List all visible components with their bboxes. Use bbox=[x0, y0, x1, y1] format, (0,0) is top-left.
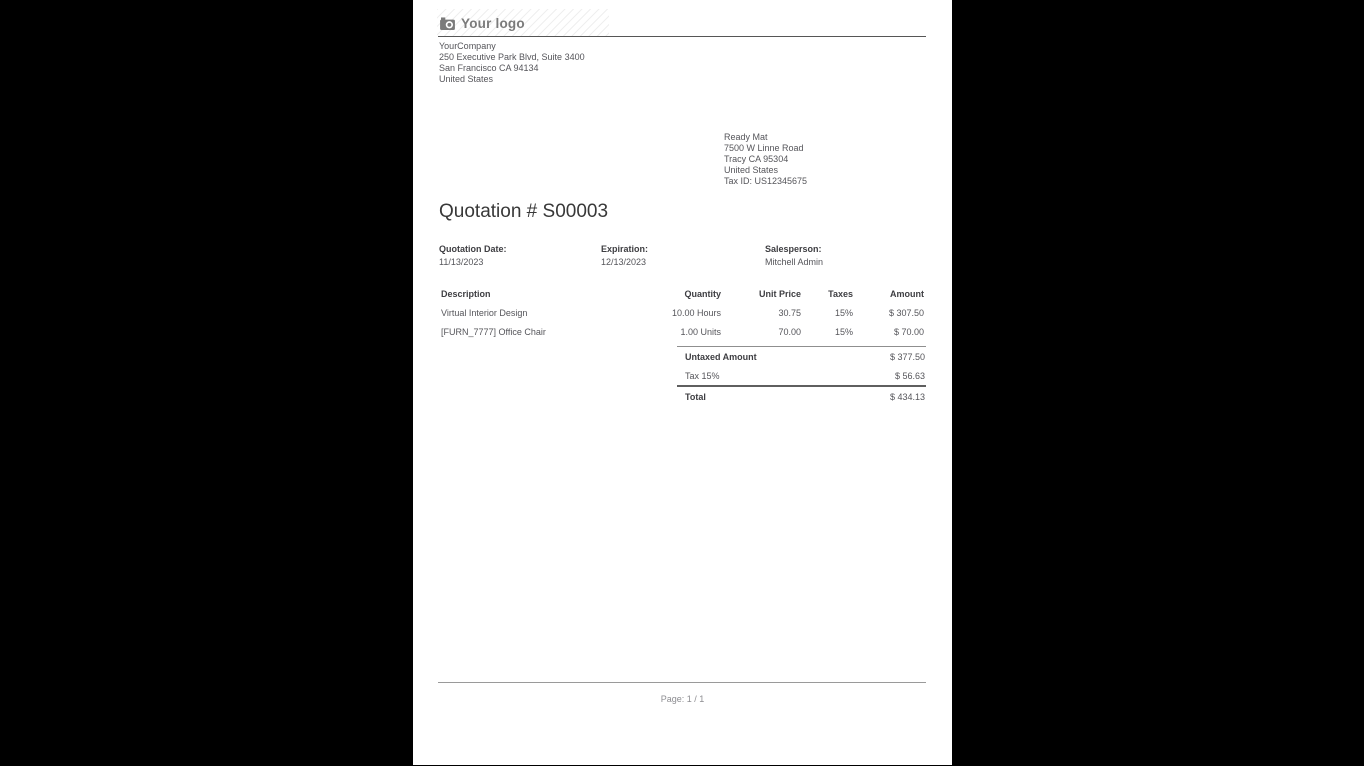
column-header-quantity: Quantity bbox=[684, 289, 721, 299]
document-page: Your logo YourCompany 250 Executive Park… bbox=[413, 0, 952, 765]
quotation-date-label: Quotation Date: bbox=[439, 244, 507, 254]
untaxed-amount-value: $ 377.50 bbox=[889, 352, 925, 362]
salesperson-label: Salesperson: bbox=[765, 244, 822, 254]
cell-quantity: 1.00 Units bbox=[680, 327, 721, 337]
table-header-row: Description Quantity Unit Price Taxes Am… bbox=[439, 287, 926, 303]
quotation-date-value: 11/13/2023 bbox=[439, 256, 484, 267]
company-address-line: San Francisco CA 94134 bbox=[439, 62, 539, 73]
tax-value: $ 56.63 bbox=[894, 371, 925, 381]
company-address-line: United States bbox=[439, 73, 494, 84]
cell-description: Virtual Interior Design bbox=[441, 308, 528, 318]
customer-tax-id: Tax ID: US12345675 bbox=[724, 175, 808, 186]
logo-placeholder: Your logo bbox=[437, 9, 609, 37]
logo-text: Your logo bbox=[461, 15, 525, 31]
cell-unit-price: 30.75 bbox=[778, 308, 801, 318]
column-header-taxes: Taxes bbox=[828, 289, 853, 299]
cell-amount: $ 307.50 bbox=[888, 308, 924, 318]
expiration-value: 12/13/2023 bbox=[601, 256, 647, 267]
line-items-table: Description Quantity Unit Price Taxes Am… bbox=[439, 287, 926, 341]
column-header-description: Description bbox=[441, 289, 491, 299]
column-header-amount: Amount bbox=[890, 289, 924, 299]
cell-description: [FURN_7777] Office Chair bbox=[441, 327, 546, 337]
camera-icon bbox=[440, 16, 455, 30]
expiration-field: Expiration: 12/13/2023 bbox=[601, 243, 648, 269]
cell-quantity: 10.00 Hours bbox=[671, 308, 721, 318]
total-row: Total $ 434.13 bbox=[677, 385, 926, 406]
header-divider bbox=[438, 36, 926, 37]
untaxed-amount-row: Untaxed Amount $ 377.50 bbox=[677, 346, 926, 366]
footer-divider bbox=[438, 682, 926, 683]
total-label: Total bbox=[685, 392, 706, 402]
company-address-block: YourCompany 250 Executive Park Blvd, Sui… bbox=[439, 41, 585, 85]
table-row: [FURN_7777] Office Chair 1.00 Units 70.0… bbox=[439, 322, 926, 341]
tax-label: Tax 15% bbox=[685, 371, 720, 381]
cell-taxes: 15% bbox=[834, 308, 853, 318]
customer-address-line: Tracy CA 95304 bbox=[724, 153, 789, 164]
quotation-date-field: Quotation Date: 11/13/2023 bbox=[439, 243, 507, 269]
customer-address-line: United States bbox=[724, 164, 779, 175]
salesperson-value: Mitchell Admin bbox=[765, 256, 824, 267]
customer-address-block: Ready Mat 7500 W Linne Road Tracy CA 953… bbox=[724, 132, 807, 187]
untaxed-amount-label: Untaxed Amount bbox=[685, 352, 757, 362]
company-name: YourCompany bbox=[439, 41, 496, 51]
column-header-unit-price: Unit Price bbox=[758, 289, 801, 299]
expiration-label: Expiration: bbox=[601, 244, 649, 254]
quotation-title: Quotation # S00003 bbox=[439, 201, 609, 222]
page-number: Page: 1 / 1 bbox=[660, 694, 705, 704]
total-value: $ 434.13 bbox=[889, 392, 925, 402]
totals-block: Untaxed Amount $ 377.50 Tax 15% $ 56.63 … bbox=[677, 346, 926, 406]
cell-amount: $ 70.00 bbox=[893, 327, 924, 337]
customer-name: Ready Mat bbox=[724, 132, 768, 142]
customer-address-line: 7500 W Linne Road bbox=[724, 142, 804, 153]
salesperson-field: Salesperson: Mitchell Admin bbox=[765, 243, 823, 269]
company-address-line: 250 Executive Park Blvd, Suite 3400 bbox=[439, 51, 585, 62]
table-row: Virtual Interior Design 10.00 Hours 30.7… bbox=[439, 303, 926, 322]
cell-unit-price: 70.00 bbox=[778, 327, 801, 337]
cell-taxes: 15% bbox=[834, 327, 853, 337]
tax-row: Tax 15% $ 56.63 bbox=[677, 366, 926, 385]
